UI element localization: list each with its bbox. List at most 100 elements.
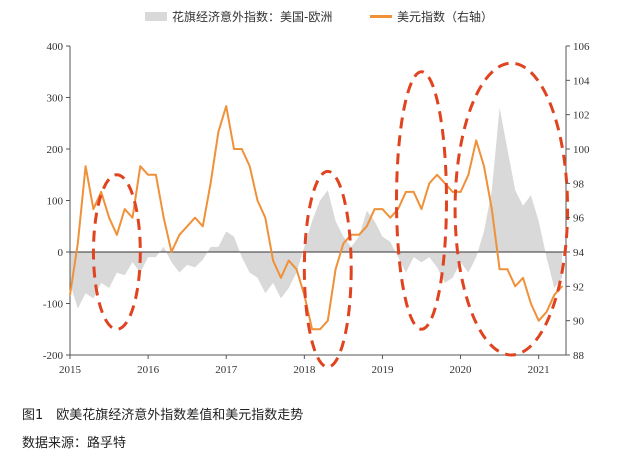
annotation-ellipse-1 [91,173,142,331]
line-point [483,165,485,167]
line-point [147,173,149,176]
line-point [467,173,470,176]
y-right-tick-label: 104 [573,75,590,87]
line-point [233,148,235,150]
line-point [264,216,267,219]
area-series-citi-surprise-diff [70,107,563,309]
line-point [194,216,196,219]
x-tick-label: 2018 [293,364,316,376]
annotation-layer [91,61,570,369]
y-left-tick-label: -200 [43,350,64,362]
y-left-tick-label: 200 [47,144,64,156]
source-caption: 数据来源：路孚特 [22,436,127,451]
line-point [334,268,337,270]
line-point [186,225,188,228]
y-right-tick-label: 96 [573,213,585,225]
line-point [77,242,79,245]
line-point [84,165,87,167]
line-point [451,191,454,193]
line-series-dollar-index [69,105,563,331]
line-point [475,139,477,142]
line-point [412,191,415,193]
x-tick-label: 2019 [371,364,394,376]
y-left-tick-label: 300 [47,93,64,105]
x-tick-label: 2021 [528,364,550,376]
line-point [506,268,509,270]
line-point [342,242,345,245]
line-point [358,234,360,236]
legend-label-area: 花旗经济意外指数：美国-欧洲 [172,9,332,24]
y-left-tick-label: 100 [47,196,64,208]
y-right-tick-label: 106 [573,41,590,53]
line-point [116,234,118,236]
line-point [522,276,524,279]
line-point [123,208,126,210]
figure-caption: 图1 欧美花旗经济意外指数差值和美元指数走势 [22,408,304,423]
line-point [537,319,540,322]
line-point [162,216,165,219]
line-point [373,208,376,210]
line-point [530,302,532,305]
line-point [100,191,103,193]
line-point [241,148,243,150]
y-right-tick-label: 88 [573,350,585,362]
line-point [498,268,501,270]
area-layer [70,107,563,309]
line-point [326,319,329,322]
y-right-tick-label: 90 [573,316,585,328]
legend: 花旗经济意外指数：美国-欧洲 美元指数（右轴） [145,9,493,24]
annotation-ellipse-4 [453,61,570,357]
line-layer [69,105,563,331]
legend-label-line: 美元指数（右轴） [397,9,493,24]
x-tick-label: 2020 [450,364,473,376]
tick-layer: 400 300 200 100 0 -100 -200 106 104 102 100 98 96 94 9… [43,41,590,376]
y-left-tick-label: 0 [58,247,64,259]
line-point [405,191,407,193]
line-point [131,216,134,219]
y-right-tick-label: 102 [573,110,590,122]
line-point [155,173,157,176]
line-point [428,182,431,185]
line-point [170,251,173,253]
line-point [201,225,204,228]
x-tick-label: 2016 [137,364,160,376]
legend-swatch-area [145,12,167,21]
line-point [280,276,282,279]
line-point [92,208,95,210]
line-point [248,165,251,167]
y-left-tick-label: 400 [47,41,64,53]
line-point [459,191,462,193]
y-right-tick-label: 100 [573,144,590,156]
y-right-tick-label: 98 [573,178,585,190]
line-point [319,328,321,331]
line-point [69,294,71,296]
line-point [545,311,548,313]
line-point [295,268,298,270]
y-right-tick-label: 92 [573,281,584,293]
line-point [256,199,259,202]
x-tick-label: 2015 [59,364,82,376]
annotation-ellipse-3 [395,70,448,331]
line-point [420,208,423,210]
line-point [272,259,274,262]
line-point [381,208,384,210]
line-point [514,285,517,288]
line-point [490,208,493,210]
y-left-tick-label: -100 [43,299,64,311]
line-point [311,328,313,331]
line-point [366,225,368,228]
line-point [217,131,220,133]
line-point [436,173,438,176]
line-point [553,294,556,296]
x-tick-label: 2017 [215,364,238,376]
line-point [389,216,392,219]
line-point [209,182,212,185]
line-point [139,165,142,167]
line-point [561,285,563,288]
line-point [178,234,181,236]
annotation-ellipse-2 [302,169,353,369]
line-point [287,259,290,262]
chart: 花旗经济意外指数：美国-欧洲 美元指数（右轴） 400 300 200 100 0 -100… [43,9,590,376]
line-point [225,105,228,107]
line-point [108,216,110,219]
